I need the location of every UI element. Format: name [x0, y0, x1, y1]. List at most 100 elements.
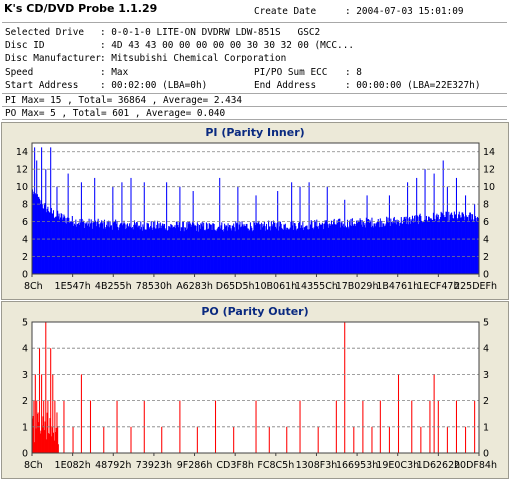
data-bar: [78, 224, 80, 274]
data-bar: [55, 216, 57, 274]
data-bar: [184, 227, 187, 274]
data-bar: [307, 229, 309, 274]
data-bar: [465, 195, 467, 274]
data-bar: [427, 220, 429, 274]
data-bar: [284, 223, 286, 274]
data-bar: [231, 225, 233, 274]
data-bar: [395, 224, 397, 274]
data-bar: [432, 219, 434, 274]
data-bar: [300, 228, 302, 274]
y-tick-label-right: 3: [483, 370, 489, 381]
data-bar: [402, 219, 404, 274]
data-bar: [80, 222, 82, 274]
data-bar: [367, 219, 369, 274]
data-bar: [476, 221, 478, 274]
data-bar: [367, 219, 369, 274]
data-bar: [129, 223, 131, 274]
data-bar: [316, 226, 319, 274]
data-bar: [381, 220, 383, 274]
data-bar: [453, 218, 455, 274]
data-bar: [33, 191, 35, 274]
data-bar: [136, 222, 138, 274]
data-bar: [420, 216, 422, 274]
data-bar: [432, 212, 434, 274]
data-bar: [131, 227, 133, 274]
data-bar: [160, 228, 162, 274]
data-bar: [43, 208, 45, 274]
data-bar: [472, 221, 474, 274]
data-bar: [360, 219, 362, 274]
data-bar: [418, 214, 420, 274]
data-bar: [409, 223, 411, 274]
pipo-sum-label: PI/PO Sum ECC: [254, 67, 328, 78]
data-bar: [421, 220, 423, 274]
data-bar: [92, 222, 94, 274]
data-bar: [122, 223, 124, 274]
data-bar: [340, 222, 342, 274]
data-bar: [353, 223, 356, 274]
data-bar: [44, 421, 46, 453]
data-bar: [201, 224, 203, 274]
y-tick-label-right: 12: [483, 165, 495, 176]
data-bar: [226, 225, 228, 274]
data-bar: [229, 225, 231, 274]
data-bar: [219, 177, 221, 274]
data-bar: [238, 229, 240, 274]
po-chart: 0 0 1 1 2 2 3 3 4 4 5 5 8Ch 1E082h 48792h 73923h 9F286h C…: [22, 318, 497, 472]
data-bar: [247, 228, 249, 274]
data-bar: [190, 226, 192, 274]
data-bar: [277, 191, 279, 274]
data-bar: [298, 221, 300, 274]
data-bar: [49, 418, 51, 453]
data-bar: [67, 173, 69, 274]
data-bar: [126, 228, 128, 274]
data-bar: [154, 228, 156, 274]
data-bar: [299, 400, 301, 453]
data-bar: [441, 212, 443, 274]
data-bar: [377, 221, 379, 274]
y-tick-label-right: 4: [483, 344, 489, 355]
data-bar: [437, 217, 439, 274]
data-bar: [454, 215, 456, 274]
data-bar: [32, 415, 34, 453]
data-bar: [242, 226, 244, 274]
data-bar: [228, 225, 231, 274]
data-bar: [332, 224, 334, 274]
data-bar: [447, 221, 449, 274]
data-bar: [161, 225, 163, 274]
data-bar: [275, 228, 277, 274]
data-bar: [245, 226, 247, 274]
data-bar: [168, 226, 170, 274]
data-bar: [151, 227, 153, 274]
data-bar: [412, 218, 414, 274]
data-bar: [373, 223, 375, 274]
data-bar: [293, 229, 295, 274]
data-bar: [388, 195, 390, 274]
data-bar: [178, 222, 180, 274]
data-bar: [311, 221, 313, 274]
data-bar: [449, 214, 451, 274]
data-bar: [110, 225, 112, 274]
data-bar: [261, 222, 263, 274]
data-bar: [344, 199, 346, 274]
data-bar: [71, 216, 73, 274]
data-bar: [214, 229, 216, 274]
data-bar: [384, 225, 386, 274]
data-bar: [390, 218, 392, 274]
data-bar: [354, 226, 356, 274]
data-bar: [86, 221, 88, 274]
data-bar: [37, 197, 39, 274]
data-bar: [240, 226, 242, 274]
data-bar: [374, 226, 376, 274]
data-bar: [249, 229, 251, 274]
data-bar: [336, 220, 338, 274]
data-bar: [321, 222, 323, 274]
data-bar: [36, 160, 38, 274]
data-bar: [453, 211, 455, 274]
data-bar: [137, 227, 139, 274]
data-bar: [446, 186, 448, 274]
y-tick-label-right: 2: [483, 396, 489, 407]
data-bar: [157, 220, 159, 274]
data-bar: [351, 226, 353, 274]
data-bar: [173, 226, 175, 274]
